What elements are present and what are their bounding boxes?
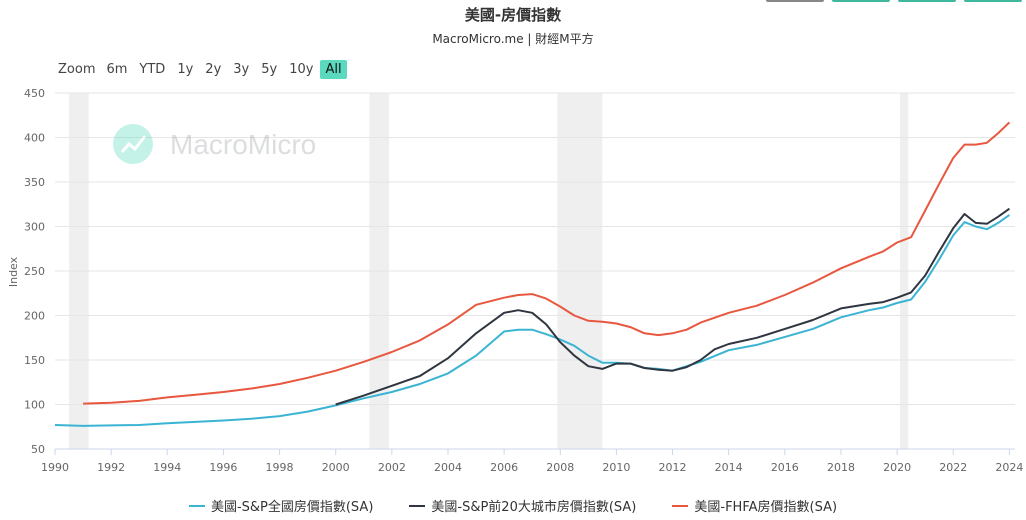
axes: 50 100 150 200 250 300 350 400 450 1990 1992 1994 19… <box>24 87 1023 474</box>
chart-title: 美國-房價指數 <box>464 6 562 24</box>
top-button-3[interactable] <box>898 0 956 2</box>
y-tick-label-300: 300 <box>24 221 45 234</box>
y-tick-label-100: 100 <box>24 399 45 412</box>
legend-item-sp-20city[interactable]: 美國-S&P前20大城市房價指數(SA) <box>409 496 636 515</box>
y-tick-label-350: 350 <box>24 176 45 189</box>
legend-item-sp-national[interactable]: 美國-S&P全國房價指數(SA) <box>188 496 374 515</box>
x-tick-label-2012: 2012 <box>659 461 687 474</box>
x-tick-label-2014: 2014 <box>715 461 743 474</box>
y-tick-label-150: 150 <box>24 354 45 367</box>
x-tick-label-2006: 2006 <box>490 461 518 474</box>
zoom-button-1y[interactable]: 1y <box>177 61 194 77</box>
x-tick-label-2018: 2018 <box>827 461 855 474</box>
zoom-button-10y[interactable]: 10y <box>289 61 314 77</box>
x-tick-label-2002: 2002 <box>378 461 406 474</box>
line-chart: MacroMicro 50 100 150 200 250 300 350 400 450 199… <box>7 87 1023 474</box>
x-tick-label-2010: 2010 <box>602 461 630 474</box>
y-tick-label-250: 250 <box>24 265 45 278</box>
x-tick-label-2016: 2016 <box>771 461 799 474</box>
x-tick-label-2024: 2024 <box>995 461 1023 474</box>
legend-label-sp-national: 美國-S&P全國房價指數(SA) <box>210 500 374 515</box>
series-lines <box>54 121 1011 427</box>
chart-subtitle: MacroMicro.me | 財經M平方 <box>432 32 594 46</box>
series-line-fhfa <box>83 121 1011 405</box>
y-tick-label-400: 400 <box>24 132 45 145</box>
zoom-button-all[interactable]: All <box>320 59 347 79</box>
legend-swatch-sp-national <box>188 504 205 507</box>
watermark: MacroMicro <box>113 124 316 164</box>
zoom-label: Zoom <box>58 61 96 77</box>
x-tick-label-2004: 2004 <box>434 461 462 474</box>
x-tick-label-2008: 2008 <box>546 461 574 474</box>
y-tick-label-50: 50 <box>31 443 45 456</box>
series-line-sp-20city <box>335 207 1010 406</box>
top-button-2[interactable] <box>832 0 890 2</box>
x-tick-label-1998: 1998 <box>266 461 294 474</box>
x-tick-label-1996: 1996 <box>209 461 237 474</box>
y-tick-label-200: 200 <box>24 310 45 323</box>
zoom-button-ytd[interactable]: YTD <box>139 61 166 77</box>
chart-logo-icon <box>113 124 153 164</box>
top-button-1[interactable] <box>766 0 824 2</box>
logo-trend-glyph <box>120 135 147 153</box>
zoom-button-5y[interactable]: 5y <box>261 61 278 77</box>
x-tick-label-2020: 2020 <box>883 461 911 474</box>
legend-swatch-fhfa <box>672 504 689 507</box>
top-button-4[interactable] <box>964 0 1022 2</box>
y-axis-label: Index <box>7 256 20 287</box>
y-tick-label-450: 450 <box>24 87 45 100</box>
zoom-bar: Zoom 6m YTD 1y 2y 3y 5y 10y All <box>58 58 349 80</box>
watermark-text: MacroMicro <box>170 129 316 160</box>
x-tick-label-1994: 1994 <box>153 461 181 474</box>
zoom-button-2y[interactable]: 2y <box>205 61 222 77</box>
x-tick-label-2000: 2000 <box>322 461 350 474</box>
legend-label-fhfa: 美國-FHFA房價指數(SA) <box>694 500 838 515</box>
zoom-button-3y[interactable]: 3y <box>233 61 250 77</box>
legend: 美國-S&P全國房價指數(SA) 美國-S&P前20大城市房價指數(SA) 美國… <box>0 496 1026 515</box>
legend-item-fhfa[interactable]: 美國-FHFA房價指數(SA) <box>672 496 837 515</box>
series-line-sp-national <box>54 214 1010 427</box>
legend-swatch-sp-20city <box>409 504 426 507</box>
x-tick-label-1992: 1992 <box>97 461 125 474</box>
x-tick-label-1990: 1990 <box>41 461 69 474</box>
zoom-button-6m[interactable]: 6m <box>106 61 128 77</box>
x-tick-label-2022: 2022 <box>939 461 967 474</box>
legend-label-sp-20city: 美國-S&P前20大城市房價指數(SA) <box>431 500 637 515</box>
